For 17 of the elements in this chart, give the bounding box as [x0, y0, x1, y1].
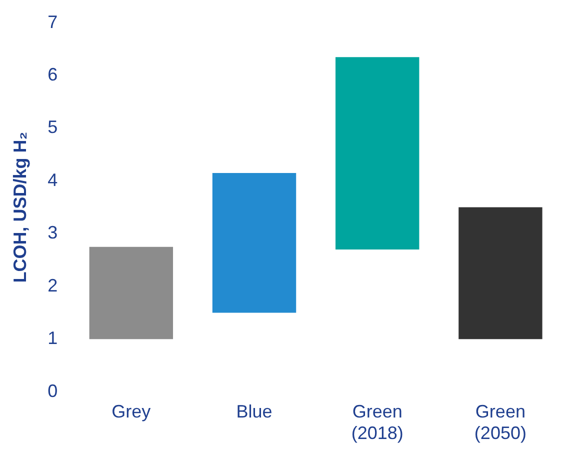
y-tick-label: 0: [48, 380, 58, 401]
y-tick-label: 7: [48, 12, 58, 32]
x-tick-label: Green (2018): [351, 402, 404, 444]
bar: [212, 173, 296, 313]
x-tick-label: Grey: [112, 402, 151, 422]
y-tick-label: 3: [48, 222, 58, 243]
y-tick-label: 4: [48, 170, 58, 190]
bar: [336, 57, 420, 250]
y-tick-label: 2: [48, 275, 58, 296]
y-tick-label: 1: [48, 328, 58, 348]
x-tick-label: Green (2050): [474, 402, 526, 444]
y-tick-label: 6: [48, 64, 58, 84]
y-axis-title: LCOH, USD/kg H₂: [10, 132, 30, 283]
x-tick-label: Blue: [236, 402, 272, 422]
y-tick-label: 5: [48, 117, 58, 138]
bar: [89, 246, 174, 340]
bar: [458, 207, 542, 340]
